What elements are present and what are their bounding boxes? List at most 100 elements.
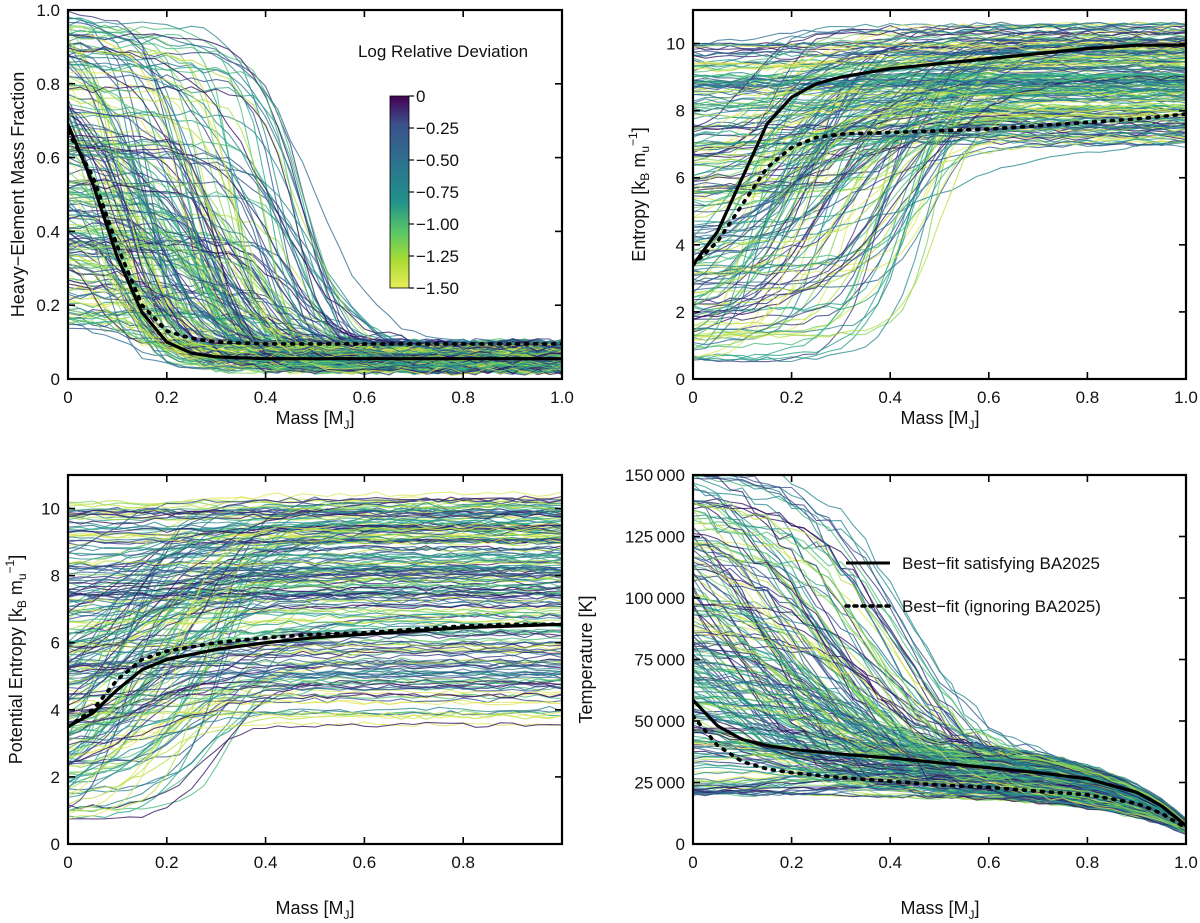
ensemble-curve	[693, 61, 1186, 147]
ensemble-curve	[693, 57, 1186, 106]
axes-frame	[691, 8, 1188, 381]
x-tick-label: 0.8	[1076, 388, 1100, 407]
ensemble-curve	[781, 475, 1186, 828]
x-tick-label: 1.0	[550, 388, 574, 407]
x-axis-label: Mass [MJ]	[900, 408, 979, 432]
x-tick-label: 0.6	[353, 388, 377, 407]
best-fit-lines	[68, 122, 562, 361]
y-tick-label: 0	[51, 370, 60, 389]
ensemble-curve	[68, 603, 562, 706]
y-tick-label: 75 000	[634, 651, 685, 670]
legend: Best−fit satisfying BA2025 Best−fit (ign…	[844, 554, 1101, 616]
ensemble-curve	[68, 48, 562, 367]
ensemble-curve	[68, 586, 562, 755]
ensemble-curve	[68, 596, 562, 603]
ensemble-curve	[693, 49, 1186, 156]
x-tick-label: 1.0	[1174, 388, 1198, 407]
ensemble-curve	[693, 123, 1186, 284]
ensemble-curve	[693, 85, 1186, 281]
x-tick-label: 0.8	[451, 388, 475, 407]
y-tick-label: 10	[666, 35, 685, 54]
x-tick-label: 1.0	[1174, 853, 1198, 872]
y-tick-label: 150 000	[625, 466, 685, 485]
ensemble-curve	[68, 620, 562, 754]
y-tick-label: 125 000	[625, 528, 685, 547]
ensemble-curve	[693, 36, 1186, 213]
ensemble-curve	[68, 572, 562, 809]
ensemble-curve	[693, 81, 1186, 88]
best-fit-lines	[693, 698, 1186, 830]
ensemble-curve	[68, 632, 562, 700]
ensemble-curve	[693, 769, 1186, 826]
colorbar-tick-label: 0	[416, 87, 425, 106]
x-tick-label: 0	[688, 388, 697, 407]
y-tick-label: 0	[676, 835, 685, 854]
ensemble-curve	[693, 777, 1186, 830]
ensemble-curve	[693, 72, 1186, 238]
x-tick-label: 0.8	[451, 853, 475, 872]
y-tick-label: 0	[676, 370, 685, 389]
ensemble-curve	[68, 499, 562, 506]
y-tick-label: 1.0	[36, 1, 60, 20]
ensemble-curve	[68, 607, 562, 749]
x-axis-label: Mass [MJ]	[900, 898, 979, 922]
ensemble-curve	[693, 604, 1186, 831]
x-axis-label: Mass [MJ]	[275, 408, 354, 432]
best-fit-solid-line	[68, 122, 562, 361]
best-fit-lines	[68, 622, 562, 729]
panel-entropy: 0 0.2 0.4 0.6 0.8 1.0 0 2 4 6 8 10 Entropy [kB mu−1…	[626, 8, 1198, 432]
ensemble-curve	[68, 503, 562, 706]
best-fit-dotted-line	[693, 714, 1186, 830]
ensemble-curve	[68, 86, 562, 360]
ensemble-curve	[68, 540, 562, 656]
ensemble-curve	[693, 701, 1186, 821]
ensemble-curve	[693, 739, 1186, 824]
ensemble-curve	[68, 669, 562, 676]
ensemble-curve	[693, 34, 1186, 73]
ensemble-curve	[693, 672, 1186, 823]
ensemble-curve	[68, 524, 562, 530]
ensemble-curve	[693, 686, 1186, 820]
ensemble-curve	[68, 577, 562, 584]
ensemble-curve	[693, 50, 1186, 57]
legend-dotted-label: Best−fit (ignoring BA2025)	[902, 597, 1101, 616]
ensemble-curve	[68, 152, 562, 354]
y-tick-label: 0	[51, 835, 60, 854]
ensemble-curve	[68, 699, 562, 767]
ensemble-curve	[68, 546, 562, 552]
ensemble-curve	[68, 545, 562, 591]
ensemble-curve	[68, 513, 562, 520]
ensemble-curves	[68, 491, 562, 820]
ensemble-curve	[68, 705, 562, 783]
axis-ticks: 0 0.2 0.4 0.6 0.8 1.0 0 25 000 50 000 75 000 100 0…	[625, 466, 1198, 872]
ensemble-curve	[693, 102, 1186, 109]
y-tick-label: 8	[676, 102, 685, 121]
ensemble-curve	[68, 503, 562, 510]
x-tick-label: 0.2	[155, 388, 179, 407]
ensemble-curve	[693, 53, 1186, 194]
ensemble-curve	[693, 746, 1186, 831]
ensemble-curve	[68, 74, 562, 374]
y-tick-label: 0.4	[36, 222, 60, 241]
ensemble-curves	[68, 10, 562, 376]
ensemble-curve	[68, 574, 562, 620]
ensemble-curve	[693, 133, 1186, 276]
ensemble-curve	[68, 682, 562, 764]
ensemble-curve	[736, 475, 1186, 821]
x-tick-label: 0.6	[977, 388, 1001, 407]
colorbar-tick-label: −0.25	[416, 119, 459, 138]
ensemble-curve	[68, 589, 562, 595]
ensemble-curve	[693, 96, 1186, 203]
x-tick-label: 0.6	[977, 853, 1001, 872]
ensemble-curve	[68, 506, 562, 513]
ensemble-curve	[68, 688, 562, 695]
ensemble-curve	[68, 667, 562, 717]
y-tick-label: 4	[676, 236, 685, 255]
ensemble-curve	[68, 551, 562, 591]
x-tick-label: 0.4	[878, 853, 902, 872]
ensemble-curve	[693, 92, 1186, 120]
ensemble-curve	[68, 533, 562, 540]
ensemble-curve	[68, 576, 562, 622]
x-tick-label: 0.4	[254, 853, 278, 872]
